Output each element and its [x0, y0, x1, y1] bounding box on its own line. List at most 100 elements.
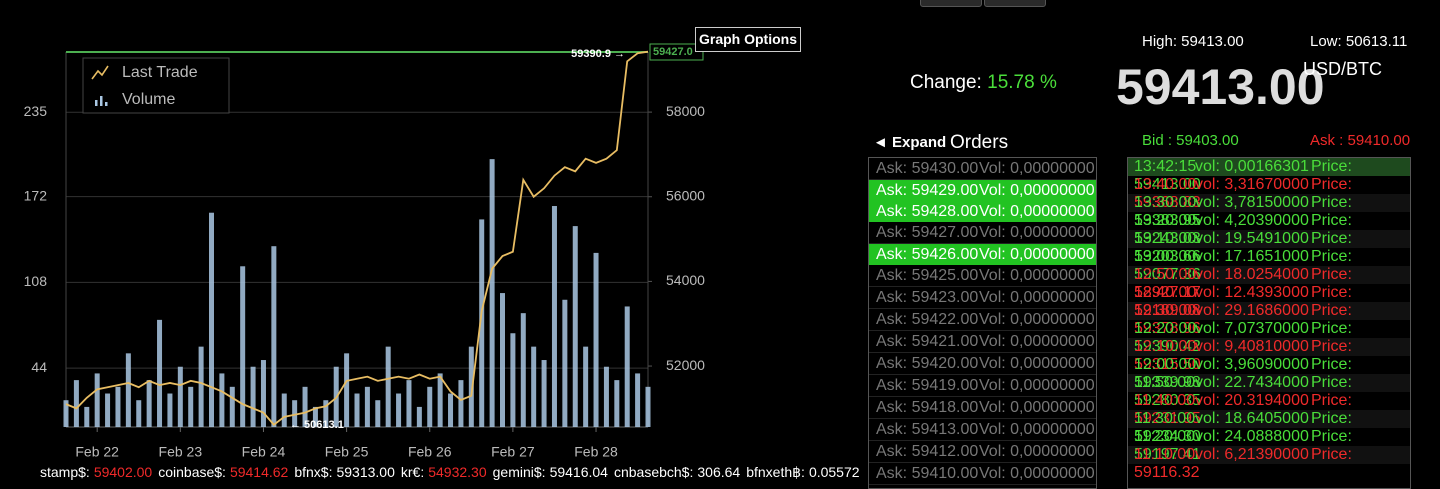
- x-tick-label: Feb 22: [75, 444, 119, 460]
- x-tick-label: Feb 26: [408, 444, 452, 460]
- order-row[interactable]: Ask: 59413.00Vol: 0,00000000: [869, 419, 1096, 441]
- trade-volume: vol: 19.5491000: [1195, 230, 1309, 247]
- trade-volume: vol: 7,07370000: [1195, 320, 1309, 337]
- legend-label: Last Trade: [122, 64, 198, 81]
- order-row[interactable]: Ask: 59428.00Vol: 0,00000000: [869, 201, 1096, 222]
- volume-bar: [541, 360, 547, 427]
- volume-bar: [125, 353, 131, 427]
- volume-bar: [614, 380, 620, 427]
- y-tick-label: 108: [24, 273, 48, 289]
- change-label: Change:: [910, 72, 982, 93]
- volume-bar: [209, 212, 214, 427]
- ticker-label: bfnx$:: [294, 464, 333, 480]
- high: High: 59413.00: [1142, 33, 1244, 50]
- order-row[interactable]: Ask: 59427.00Vol: 0,00000000: [869, 222, 1096, 244]
- volume-bar: [250, 366, 256, 427]
- volume-bar: [312, 406, 318, 427]
- currency-unit: USD/BTC: [1303, 59, 1383, 79]
- volume-bar: [520, 313, 526, 427]
- order-price: Ask: 59418.00: [876, 399, 979, 416]
- trade-time: 12:40:00: [1134, 284, 1197, 301]
- volume-bar: [500, 293, 505, 427]
- order-volume: Vol: 0,00000000: [979, 289, 1095, 306]
- volume-bar: [635, 373, 641, 427]
- trade-time: 13:42:15: [1134, 158, 1197, 175]
- x-tick-label: Feb 24: [242, 444, 286, 460]
- y-tick-label: 172: [24, 187, 48, 203]
- order-row[interactable]: Ask: 59410.00Vol: 0,00000000: [869, 463, 1096, 485]
- order-row[interactable]: Ask: 59419.00Vol: 0,00000000: [869, 375, 1096, 397]
- order-volume: Vol: 0,00000000: [979, 377, 1095, 394]
- x-tick-label: Feb 25: [325, 444, 369, 460]
- expand-button[interactable]: ◄ Expand: [873, 134, 947, 151]
- price-line: [65, 50, 649, 426]
- order-volume: Vol: 0,00000000: [979, 333, 1095, 350]
- toolbar-button[interactable]: [920, 0, 982, 7]
- y-tick-label: 44: [31, 359, 47, 375]
- change: Change: 15.78 %: [910, 72, 1057, 94]
- order-price: Ask: 59429.00: [876, 182, 979, 199]
- legend-icon: [95, 100, 98, 106]
- annotation: 59427.0: [653, 46, 693, 58]
- volume-bar: [344, 353, 350, 427]
- order-row[interactable]: Ask: 59420.00Vol: 0,00000000: [869, 353, 1096, 375]
- trade-time: 12:00:00: [1134, 356, 1197, 373]
- trade-volume: vol: 4,20390000: [1195, 212, 1309, 229]
- order-volume: Vol: 0,00000000: [979, 203, 1095, 220]
- order-row[interactable]: Ask: 59412.00Vol: 0,00000000: [869, 441, 1096, 463]
- order-price: Ask: 59427.00: [876, 224, 979, 241]
- volume-bar: [115, 386, 121, 427]
- order-volume: Vol: 0,00000000: [979, 355, 1095, 372]
- order-row[interactable]: Ask: 59423.00Vol: 0,00000000: [869, 287, 1096, 309]
- order-row[interactable]: Ask: 59429.00Vol: 0,00000000: [869, 180, 1096, 201]
- trade-volume: vol: 3,31670000: [1195, 176, 1309, 193]
- trade-time: 13:30:00: [1134, 194, 1197, 211]
- trade-volume: vol: 18.0254000: [1195, 266, 1309, 283]
- volume-bar: [188, 386, 194, 427]
- ticker-value: 0.05572: [808, 464, 860, 480]
- volume-bar: [562, 299, 568, 427]
- order-row[interactable]: Ask: 59421.00Vol: 0,00000000: [869, 331, 1096, 353]
- order-price: Ask: 59430.00: [876, 160, 979, 177]
- order-price: Ask: 59426.00: [876, 246, 979, 263]
- trade-time: 12:10:00: [1134, 338, 1197, 355]
- trade-time: 11:20:00: [1134, 428, 1196, 445]
- trade-time: 13:40:00: [1134, 176, 1197, 193]
- order-volume: Vol: 0,00000000: [979, 399, 1095, 416]
- ticker-bar: stamp$: 59402.00 coinbase$: 59414.62 bfnx$: 5…: [40, 464, 866, 481]
- order-row[interactable]: Ask: 59426.00Vol: 0,00000000: [869, 244, 1096, 265]
- order-row[interactable]: Ask: 59418.00Vol: 0,00000000: [869, 397, 1096, 419]
- trade-volume: vol: 3,96090000: [1195, 356, 1309, 373]
- legend-icon: [100, 96, 103, 106]
- order-price: Ask: 59419.00: [876, 377, 979, 394]
- volume-bar: [94, 373, 100, 427]
- volume-bar: [364, 386, 370, 427]
- toolbar-button[interactable]: [984, 0, 1046, 7]
- order-price: Ask: 59422.00: [876, 311, 979, 328]
- legend-icon: [105, 102, 108, 106]
- order-row[interactable]: Ask: 59425.00Vol: 0,00000000: [869, 265, 1096, 287]
- order-book: Ask: 59430.00Vol: 0,00000000 Ask: 59429.0…: [868, 157, 1097, 489]
- order-row[interactable]: Ask: 59422.00Vol: 0,00000000: [869, 309, 1096, 331]
- volume-bar: [510, 333, 516, 427]
- y2-tick-label: 58000: [666, 103, 705, 119]
- trade-time: 13:10:00: [1134, 230, 1197, 247]
- volume-bar: [385, 346, 391, 427]
- graph-options-button[interactable]: Graph Options: [695, 27, 801, 52]
- order-row[interactable]: Ask: 59430.00Vol: 0,00000000: [869, 158, 1096, 180]
- ticker-value: 59313.00: [336, 464, 395, 480]
- ticker-label: coinbase$:: [158, 464, 226, 480]
- order-volume: Vol: 0,00000000: [979, 160, 1095, 177]
- volume-bar: [219, 373, 225, 427]
- volume-bar: [583, 346, 589, 427]
- volume-bar: [157, 319, 163, 427]
- trade-time: 13:20:00: [1134, 212, 1197, 229]
- ticker-label: kr€:: [400, 464, 425, 480]
